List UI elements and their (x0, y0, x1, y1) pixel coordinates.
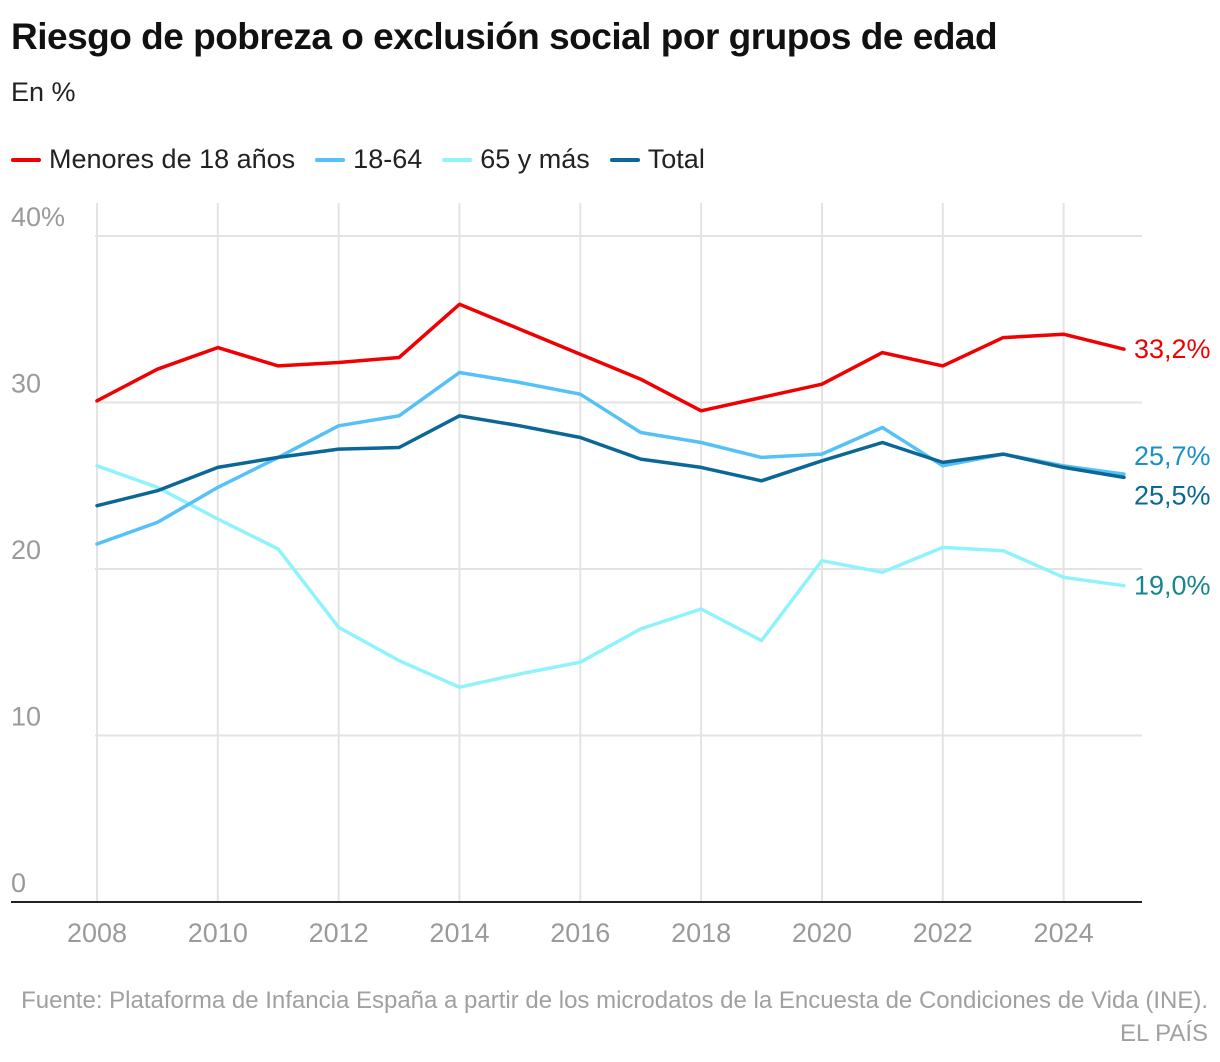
x-tick-label: 2016 (550, 918, 610, 948)
y-tick-label: 20 (11, 535, 41, 565)
source-note: Fuente: Plataforma de Infancia España a … (21, 987, 1208, 1047)
y-tick-label: 0 (11, 868, 26, 898)
x-tick-label: 2008 (67, 918, 127, 948)
series-line (95, 302, 1126, 413)
legend-label: 18-64 (353, 144, 423, 174)
legend: Menores de 18 años 18-64 65 y más Total (11, 144, 705, 175)
x-tick-label: 2024 (1034, 918, 1094, 948)
legend-swatch (442, 157, 473, 162)
chart-title: Riesgo de pobreza o exclusión social por… (11, 16, 998, 57)
legend-item: 18-64 (315, 144, 422, 175)
x-tick-label: 2022 (913, 918, 973, 948)
y-tick-label: 30 (11, 369, 41, 399)
x-tick-label: 2014 (429, 918, 489, 948)
legend-label: Menores de 18 años (49, 144, 296, 174)
y-tick-label: 10 (11, 702, 41, 732)
x-tick-label: 2020 (792, 918, 852, 948)
series-line (95, 464, 1126, 689)
y-tick-label: 40% (11, 202, 65, 232)
legend-label: 65 y más (480, 144, 590, 174)
end-value-label: 33,2% (1134, 334, 1211, 364)
legend-item: 65 y más (442, 144, 590, 175)
end-value-label: 19,0% (1134, 571, 1211, 601)
legend-swatch (315, 157, 346, 162)
x-tick-label: 2012 (309, 918, 369, 948)
legend-swatch (11, 157, 41, 162)
series-line (95, 370, 1126, 546)
legend-label: Total (647, 144, 705, 174)
end-value-label: 25,5% (1134, 480, 1211, 510)
legend-swatch (609, 157, 640, 162)
series-line (95, 414, 1126, 508)
end-value-label: 25,7% (1134, 441, 1211, 471)
legend-item: Total (609, 144, 705, 175)
chart-subtitle: En % (11, 77, 76, 107)
x-tick-label: 2018 (671, 918, 731, 948)
legend-item: Menores de 18 años (11, 144, 295, 175)
x-tick-label: 2010 (188, 918, 248, 948)
